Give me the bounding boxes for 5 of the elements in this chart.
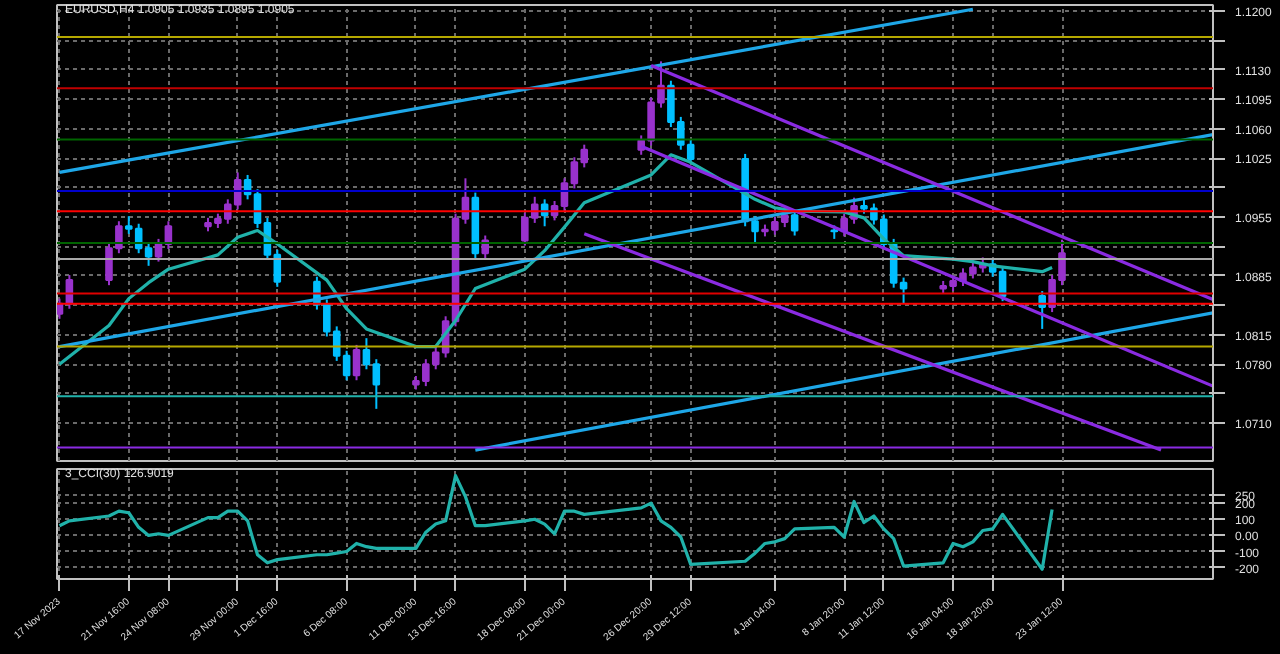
candlestick <box>790 209 799 237</box>
candlestick <box>751 215 759 244</box>
candlestick <box>1038 290 1046 330</box>
line-series <box>57 153 1054 366</box>
candlestick <box>352 343 361 382</box>
